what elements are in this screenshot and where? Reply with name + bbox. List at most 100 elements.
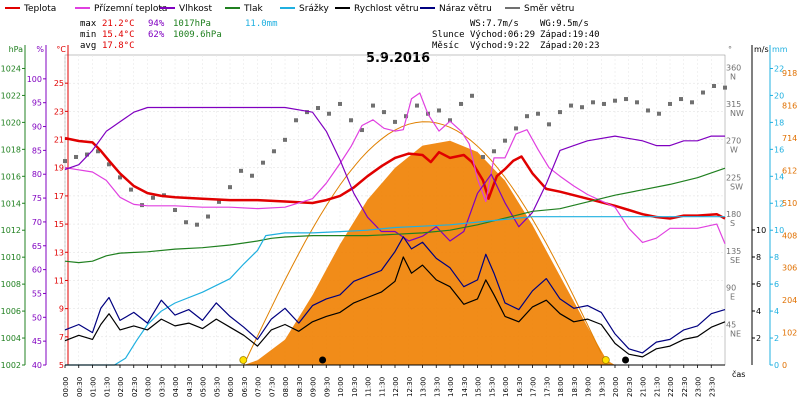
wind-direction-point-0	[63, 159, 67, 164]
humidity-tick-label-2: 50	[32, 313, 42, 322]
wind-direction-point-45	[558, 110, 562, 115]
wind-direction-point-12	[195, 222, 199, 227]
rain-tick-label-9: 18	[774, 118, 784, 127]
rain-axis-unit: mm	[772, 45, 788, 54]
x-tick-label-28: 14:00	[447, 377, 455, 397]
series-solar-theoretical	[243, 121, 602, 366]
min-pressure: 1009.6hPa	[173, 30, 222, 40]
x-tick-label-45: 22:30	[681, 377, 689, 397]
direction-tick-dir-2: SE	[730, 256, 740, 265]
temperature-tick-label-0: 5	[59, 361, 64, 370]
wind-direction-point-17	[250, 173, 254, 178]
pressure-tick-label-6: 1014	[1, 199, 21, 208]
humidity-tick-label-11: 95	[32, 99, 42, 108]
legend-label-1: Přízemní teplota	[94, 4, 167, 14]
plot-area	[63, 84, 727, 366]
solar-tick-label-1: 102	[782, 329, 797, 338]
solar-tick-label-0: 0	[782, 361, 787, 370]
solar-tick-label-4: 408	[782, 231, 797, 240]
x-tick-label-13: 06:30	[241, 377, 249, 397]
wind-direction-point-1	[74, 154, 78, 159]
pressure-tick-label-5: 1012	[1, 226, 21, 235]
wind-direction-point-51	[624, 97, 628, 102]
wind-direction-point-59	[712, 84, 716, 88]
solar-tick-label-5: 510	[782, 199, 797, 208]
direction-tick-dir-6: NW	[730, 109, 744, 118]
wind-direction-point-5	[118, 175, 122, 180]
pressure-axis-unit: hPa	[9, 45, 24, 54]
x-tick-label-5: 02:30	[131, 377, 139, 397]
wind-direction-point-27	[360, 128, 364, 133]
pressure-tick-label-8: 1018	[1, 145, 21, 154]
wind-direction-point-55	[668, 101, 672, 106]
temperature-tick-label-1: 7	[59, 333, 64, 342]
wind-direction-point-34	[437, 108, 441, 113]
x-axis-label: čas	[732, 369, 745, 379]
legend-label-0: Teplota	[23, 4, 56, 14]
pressure-tick-label-0: 1002	[1, 361, 21, 370]
temperature-tick-label-4: 13	[54, 248, 64, 257]
wind-direction-point-42	[525, 114, 529, 119]
series-line-2	[64, 106, 725, 242]
wind-direction-point-29	[382, 110, 386, 115]
series-line-6	[64, 236, 726, 354]
wind-direction-point-38	[481, 154, 485, 159]
wind-direction-point-31	[404, 114, 408, 119]
wind-direction-point-23	[316, 106, 320, 111]
humidity-tick-label-4: 60	[32, 266, 42, 275]
rain-tick-label-5: 10	[774, 226, 784, 235]
series-line-3	[64, 167, 726, 264]
wind-direction-point-2	[85, 152, 89, 157]
wind-direction-point-54	[657, 111, 661, 116]
humidity-tick-label-1: 45	[32, 337, 42, 346]
temperature-tick-label-3: 11	[54, 276, 64, 285]
max-label: max	[80, 19, 97, 29]
wind-direction-point-6	[129, 187, 133, 192]
wind-direction-point-37	[470, 93, 474, 98]
solar-tick-label-9: 918	[782, 69, 797, 78]
moonrise-marker	[319, 356, 327, 364]
x-tick-label-18: 09:00	[310, 377, 318, 397]
wind-direction-point-15	[228, 185, 232, 190]
temperature-tick-label-10: 25	[54, 79, 64, 88]
x-tick-label-27: 13:30	[433, 377, 441, 397]
wind-direction-point-53	[646, 108, 650, 113]
direction-tick-dir-1: E	[730, 293, 735, 302]
wind-direction-point-10	[173, 208, 177, 212]
x-tick-label-6: 03:00	[145, 377, 153, 397]
wind-direction-point-41	[514, 126, 518, 131]
x-tick-label-3: 01:30	[103, 377, 111, 397]
x-tick-label-17: 08:30	[296, 377, 304, 397]
wind-direction-point-56	[679, 97, 683, 102]
solar-tick-label-7: 714	[782, 134, 797, 143]
x-tick-label-44: 22:00	[667, 377, 675, 397]
wind-direction-point-30	[393, 119, 397, 124]
wind-direction-point-26	[349, 118, 353, 123]
direction-tick-deg-4: 225	[726, 173, 741, 182]
temperature-tick-label-6: 17	[54, 192, 64, 201]
sunrise-marker	[239, 356, 248, 364]
x-tick-label-24: 12:00	[392, 377, 400, 397]
legend: Teplota Přízemní teplota Vlhkost Tlak Srážky…	[5, 4, 574, 14]
temperature-tick-label-2: 9	[59, 305, 64, 314]
x-tick-label-34: 17:00	[530, 377, 538, 397]
x-tick-label-2: 01:00	[90, 377, 98, 397]
wind-direction-point-20	[283, 137, 287, 142]
rain-tick-label-7: 14	[774, 172, 784, 181]
wind-direction-point-43	[536, 111, 540, 116]
avg-label: avg	[80, 41, 96, 51]
chart-title: 5.9.2016	[366, 51, 430, 66]
wind-direction-point-13	[206, 214, 210, 219]
solar-tick-label-2: 204	[782, 296, 797, 305]
x-tick-label-30: 15:00	[475, 377, 483, 397]
rain-tick-label-0: 0	[774, 361, 779, 370]
wind-direction-point-18	[261, 160, 265, 165]
max-temp: 21.2°C	[102, 19, 135, 29]
moon-set: Západ:20:23	[540, 41, 600, 51]
x-tick-label-14: 07:00	[255, 377, 263, 397]
sunset-marker	[601, 356, 610, 364]
x-tick-label-22: 11:00	[365, 377, 373, 397]
wind-direction-point-60	[723, 85, 727, 90]
x-tick-label-1: 00:30	[76, 377, 84, 397]
x-tick-label-19: 09:30	[323, 377, 331, 397]
